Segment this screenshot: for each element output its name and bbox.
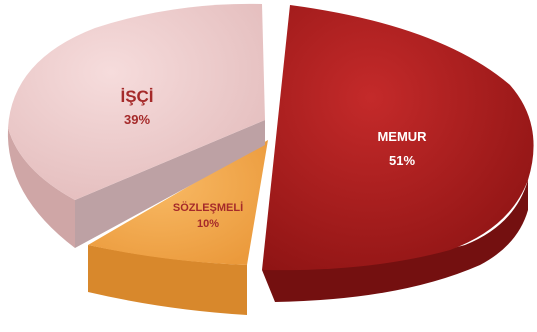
slice-memur-side [262,180,528,302]
slice-isci-top [8,3,265,200]
slice-isci-side-cut [75,120,265,248]
slice-value-memur: 51% [389,153,415,168]
slice-isci-side [7,128,76,248]
slice-label-sozlesmeli: SÖZLEŞMELİ [173,201,243,214]
slice-sozlesmeli [88,140,268,315]
slice-sozlesmeli-side [88,245,247,315]
slice-value-isci: 39% [124,112,150,127]
slice-sozlesmeli-top [88,140,268,265]
slice-memur-top [262,5,534,271]
slice-value-sozlesmeli: 10% [197,218,219,230]
slice-isci [7,3,265,248]
slice-memur [262,5,534,302]
slice-label-memur: MEMUR [377,129,427,144]
slice-label-isci: İŞÇİ [120,87,153,106]
